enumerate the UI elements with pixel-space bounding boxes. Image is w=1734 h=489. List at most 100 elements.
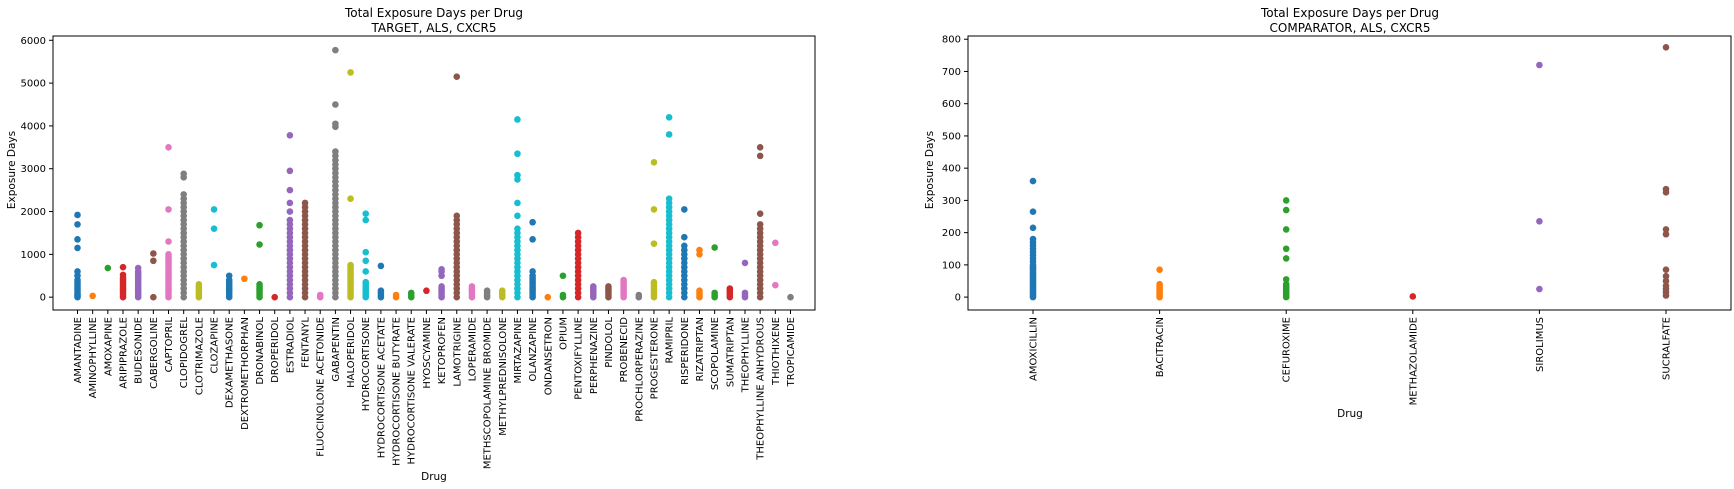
comparator-data-point — [1662, 185, 1670, 193]
target-x-tick-label: CLOPIDOGREL — [179, 317, 190, 389]
target-data-point — [74, 236, 81, 243]
target-data-point — [696, 287, 703, 295]
target-data-point — [225, 272, 233, 280]
comparator-data-point — [1662, 282, 1670, 290]
target-chart-panel: Total Exposure Days per Drug TARGET, ALS… — [6, 6, 816, 483]
comparator-y-tick-label: 0 — [955, 293, 961, 304]
target-series-points — [711, 244, 718, 301]
target-x-tick-label: FLUOCINOLONE ACETONIDE — [316, 317, 327, 457]
target-data-point — [286, 216, 294, 224]
target-data-point — [119, 271, 127, 279]
target-data-point — [605, 283, 612, 290]
target-x-axis-label: Drug — [421, 471, 447, 483]
target-data-point — [74, 244, 81, 252]
target-data-point — [104, 264, 112, 272]
target-series-points — [104, 264, 112, 272]
target-data-point — [650, 278, 658, 286]
target-points — [74, 46, 794, 301]
target-x-tick-label: SUMATRIPTAN — [725, 317, 736, 387]
target-series-points — [301, 199, 309, 301]
target-data-point — [514, 171, 521, 179]
target-x-tick-label: OPIUM — [558, 317, 569, 350]
comparator-data-point — [1662, 43, 1670, 51]
target-data-point — [756, 144, 764, 151]
target-data-point — [210, 261, 218, 269]
comparator-y-tick-label: 400 — [942, 164, 961, 175]
target-y-tick-label: 0 — [40, 293, 46, 304]
comparator-x-tick-label: SIROLIMUS — [1535, 317, 1546, 372]
target-data-point — [165, 251, 172, 258]
target-series-points — [392, 291, 400, 301]
target-y-tick-label: 1000 — [21, 250, 46, 261]
comparator-data-point — [1282, 197, 1290, 204]
target-series-points — [514, 116, 521, 301]
target-data-point — [74, 268, 81, 275]
target-series-points — [726, 285, 734, 301]
target-series-points — [210, 206, 218, 269]
target-data-point — [362, 268, 370, 275]
target-data-point — [483, 287, 491, 295]
target-series-points — [74, 211, 81, 301]
target-series-points — [316, 291, 324, 301]
comparator-data-point — [1536, 218, 1543, 225]
target-x-tick-label: THEOPHYLLINE ANHYDROUS — [756, 317, 767, 461]
comparator-axes-frame — [967, 35, 1732, 311]
target-series-points — [453, 73, 461, 301]
target-data-point — [514, 116, 521, 123]
target-x-tick-label: RISPERIDONE — [680, 317, 691, 385]
target-x-tick-label: FENTANYL — [301, 317, 312, 368]
target-data-point — [772, 281, 779, 289]
target-data-point — [741, 259, 749, 267]
target-data-point — [559, 272, 567, 280]
target-data-point — [453, 73, 461, 80]
target-x-tick-label: AMOXAPINE — [103, 317, 114, 376]
target-data-point — [756, 210, 764, 217]
target-data-point — [620, 276, 627, 284]
target-x-tick-label: THIOTHIXENE — [771, 317, 782, 386]
target-x-tick-label: RIZATRIPTAN — [695, 317, 706, 382]
target-data-point — [438, 283, 445, 290]
target-chart-title: Total Exposure Days per Drug — [344, 6, 523, 20]
target-data-point — [362, 257, 370, 265]
target-series-points — [423, 287, 430, 295]
comparator-series-points — [1282, 197, 1290, 301]
comparator-x-tick-label: BACITRACIN — [1155, 317, 1166, 377]
target-data-point — [347, 195, 354, 202]
comparator-data-point — [1282, 280, 1290, 288]
comparator-x-ticks: AMOXICILLIN BACITRACIN CEFUROXIME METHAZOLA… — [1029, 310, 1673, 405]
target-x-tick-label: AMANTADINE — [73, 317, 84, 383]
target-data-point — [772, 239, 779, 247]
target-x-tick-label: TROPICAMIDE — [786, 317, 797, 387]
target-data-point — [574, 229, 582, 237]
target-data-point — [89, 292, 96, 300]
target-x-tick-label: CABERGOLINE — [149, 317, 160, 389]
target-series-points — [529, 218, 536, 301]
comparator-chart-title: Total Exposure Days per Drug — [1260, 6, 1439, 20]
target-series-points — [150, 250, 157, 301]
target-data-point — [210, 206, 218, 213]
target-data-point — [180, 191, 187, 198]
target-data-point — [514, 150, 521, 158]
target-data-point — [134, 264, 142, 272]
target-series-points — [498, 287, 506, 301]
comparator-x-tick-label: SUCRALFATE — [1662, 317, 1673, 380]
comparator-x-tick-label: AMOXICILLIN — [1029, 317, 1040, 381]
target-data-point — [119, 263, 127, 271]
target-data-point — [256, 241, 263, 248]
comparator-series-points — [1536, 61, 1543, 293]
comparator-data-point — [1662, 266, 1670, 274]
target-x-tick-label: PENTOXIFYLLINE — [574, 317, 585, 400]
target-series-points — [438, 266, 445, 301]
target-chart-subtitle: TARGET, ALS, CXCR5 — [370, 21, 496, 35]
comparator-data-point — [1156, 266, 1163, 274]
target-x-tick-label: HYDROCORTISONE BUTYRATE — [392, 317, 403, 466]
target-x-tick-label: PERPHENAZINE — [589, 317, 600, 394]
target-data-point — [362, 278, 370, 286]
comparator-y-tick-label: 700 — [942, 67, 961, 78]
target-series-points — [483, 287, 491, 301]
target-x-tick-label: RAMIPRIL — [665, 317, 676, 364]
target-x-tick-label: METHSCOPOLAMINE BROMIDE — [483, 317, 494, 469]
comparator-points — [1029, 43, 1670, 301]
target-series-points — [635, 291, 643, 301]
target-series-points — [650, 158, 658, 301]
